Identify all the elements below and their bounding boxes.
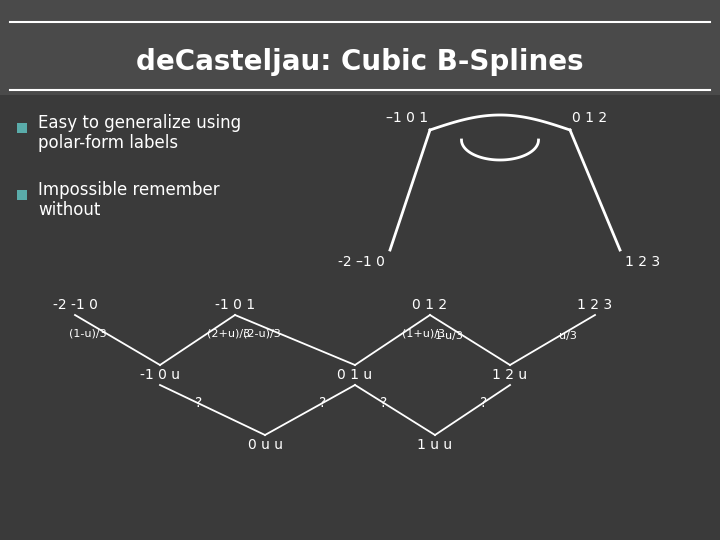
Text: -2 –1 0: -2 –1 0 bbox=[338, 255, 385, 269]
Text: -2 -1 0: -2 -1 0 bbox=[53, 298, 97, 312]
Text: Impossible remember: Impossible remember bbox=[38, 181, 220, 199]
Text: (1+u)/3: (1+u)/3 bbox=[402, 328, 445, 338]
Text: 1 2 u: 1 2 u bbox=[492, 368, 528, 382]
Text: polar-form labels: polar-form labels bbox=[38, 134, 178, 152]
Text: (2-u)/3: (2-u)/3 bbox=[243, 328, 281, 338]
Text: ?: ? bbox=[480, 396, 487, 410]
Text: ?: ? bbox=[379, 396, 387, 410]
Text: without: without bbox=[38, 201, 100, 219]
Text: 0 u u: 0 u u bbox=[248, 438, 282, 452]
Text: 1 u u: 1 u u bbox=[418, 438, 453, 452]
FancyBboxPatch shape bbox=[0, 0, 720, 95]
Text: 0 1 2: 0 1 2 bbox=[572, 111, 607, 125]
Text: 0 1 2: 0 1 2 bbox=[413, 298, 448, 312]
Text: Easy to generalize using: Easy to generalize using bbox=[38, 114, 241, 132]
Text: –1 0 1: –1 0 1 bbox=[386, 111, 428, 125]
Text: deCasteljau: Cubic B-Splines: deCasteljau: Cubic B-Splines bbox=[136, 48, 584, 76]
Text: 1 2 3: 1 2 3 bbox=[577, 298, 613, 312]
Text: ?: ? bbox=[194, 396, 202, 410]
Text: 1 2 3: 1 2 3 bbox=[625, 255, 660, 269]
Text: 0 1 u: 0 1 u bbox=[338, 368, 372, 382]
Text: (2+u)/3: (2+u)/3 bbox=[207, 328, 250, 338]
Text: (1-u)/3: (1-u)/3 bbox=[69, 328, 107, 338]
Text: 1-u/3: 1-u/3 bbox=[435, 332, 464, 341]
Text: ?: ? bbox=[319, 396, 326, 410]
Text: -1 0 u: -1 0 u bbox=[140, 368, 180, 382]
Text: -1 0 1: -1 0 1 bbox=[215, 298, 255, 312]
Text: u/3: u/3 bbox=[559, 332, 577, 341]
